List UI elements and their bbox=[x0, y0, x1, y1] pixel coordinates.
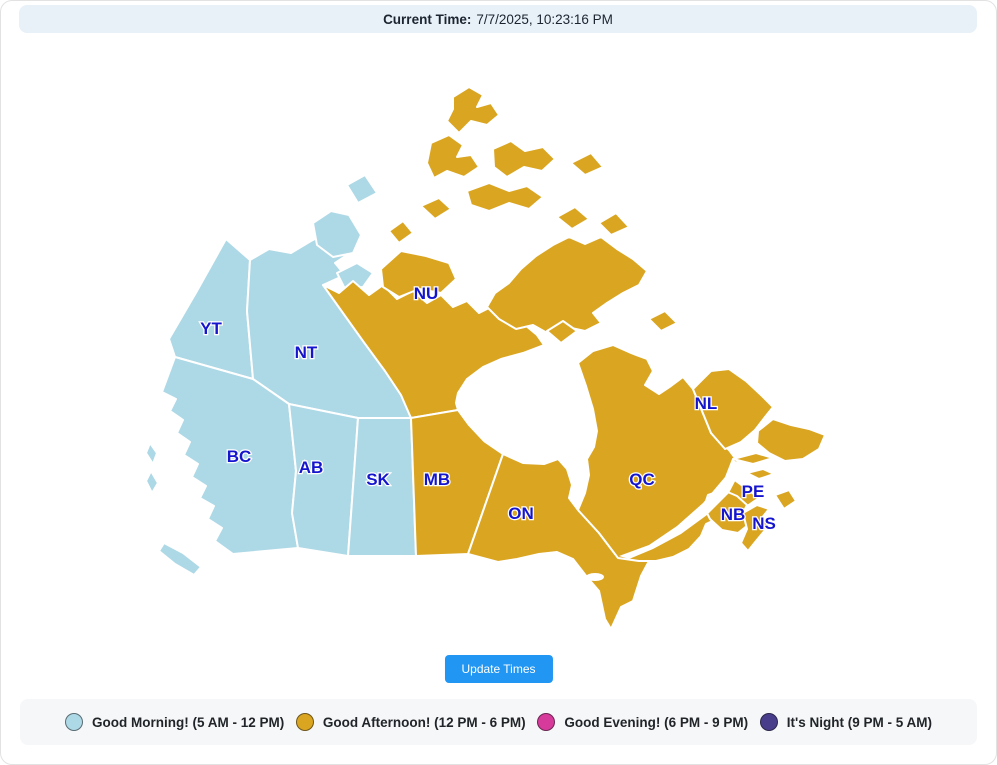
devon-island[interactable] bbox=[466, 182, 544, 212]
map-label-ab: AB bbox=[299, 458, 324, 477]
current-time-label: Current Time: bbox=[383, 11, 472, 27]
map-label-sk: SK bbox=[366, 470, 390, 489]
arctic-island-5[interactable] bbox=[598, 212, 630, 236]
map-label-bc: BC bbox=[227, 447, 252, 466]
legend-label-evening: Good Evening! (6 PM - 9 PM) bbox=[564, 714, 749, 730]
haida-gwaii-island[interactable] bbox=[145, 442, 158, 465]
province-on[interactable] bbox=[467, 453, 650, 630]
province-ns[interactable] bbox=[740, 504, 772, 552]
vancouver-island[interactable] bbox=[158, 542, 202, 576]
arctic-island-1[interactable] bbox=[426, 134, 480, 179]
map-label-mb: MB bbox=[424, 470, 450, 489]
anticosti-island[interactable] bbox=[732, 452, 774, 465]
banks-island[interactable] bbox=[312, 210, 362, 258]
victoria-island-east[interactable] bbox=[380, 250, 457, 298]
current-time-value: 7/7/2025, 10:23:16 PM bbox=[476, 11, 613, 27]
province-nl-labrador[interactable] bbox=[692, 368, 774, 450]
map-label-nb: NB bbox=[721, 505, 746, 524]
newfoundland-island[interactable] bbox=[756, 418, 826, 462]
map-label-on: ON bbox=[508, 504, 534, 523]
cape-breton-island[interactable] bbox=[774, 489, 797, 510]
map-label-nu: NU bbox=[414, 284, 439, 303]
map-label-nl: NL bbox=[695, 394, 718, 413]
lake-huron bbox=[586, 573, 604, 581]
map-label-pe: PE bbox=[742, 482, 765, 501]
arctic-island-3[interactable] bbox=[420, 197, 452, 220]
night-swatch-icon bbox=[759, 713, 778, 731]
evening-swatch-icon bbox=[537, 713, 556, 731]
arctic-island-2[interactable] bbox=[492, 140, 556, 178]
arctic-island-4[interactable] bbox=[570, 152, 604, 176]
legend-label-morning: Good Morning! (5 AM - 12 PM) bbox=[92, 714, 285, 730]
legend-item-evening: Good Evening! (6 PM - 9 PM) bbox=[537, 713, 748, 731]
update-times-button[interactable]: Update Times bbox=[444, 655, 553, 683]
canada-map: YT NT NU BC AB SK MB ON QC NL PE NB NS bbox=[145, 86, 826, 630]
legend-item-afternoon: Good Afternoon! (12 PM - 6 PM) bbox=[295, 713, 526, 731]
afternoon-swatch-icon bbox=[295, 713, 314, 731]
southampton-island[interactable] bbox=[546, 320, 578, 344]
map-label-nt: NT bbox=[295, 343, 318, 362]
baffin-island[interactable] bbox=[486, 236, 648, 335]
coastal-island[interactable] bbox=[145, 470, 159, 494]
map-label-yt: YT bbox=[200, 319, 222, 338]
bylot-island[interactable] bbox=[556, 206, 590, 230]
legend-label-night: It's Night (9 PM - 5 AM) bbox=[786, 714, 932, 730]
st-lawrence-river bbox=[619, 459, 743, 559]
map-label-qc: QC bbox=[629, 470, 655, 489]
arctic-island-7[interactable] bbox=[648, 310, 678, 332]
nt-arctic-island[interactable] bbox=[346, 174, 378, 204]
province-ab[interactable] bbox=[288, 403, 359, 557]
current-time-bar: Current Time: 7/7/2025, 10:23:16 PM bbox=[19, 5, 977, 33]
legend: Good Morning! (5 AM - 12 PM) Good Aftern… bbox=[20, 699, 977, 745]
province-pe[interactable] bbox=[746, 468, 775, 480]
arctic-island-6[interactable] bbox=[388, 220, 414, 244]
map-label-ns: NS bbox=[752, 514, 776, 533]
legend-item-morning: Good Morning! (5 AM - 12 PM) bbox=[65, 713, 284, 731]
map-container: YT NT NU BC AB SK MB ON QC NL PE NB NS bbox=[1, 35, 996, 651]
legend-label-afternoon: Good Afternoon! (12 PM - 6 PM) bbox=[322, 714, 526, 730]
victoria-island-west[interactable] bbox=[336, 262, 374, 290]
ellesmere-island[interactable] bbox=[446, 86, 500, 134]
legend-item-night: It's Night (9 PM - 5 AM) bbox=[759, 713, 932, 731]
morning-swatch-icon bbox=[65, 713, 83, 731]
